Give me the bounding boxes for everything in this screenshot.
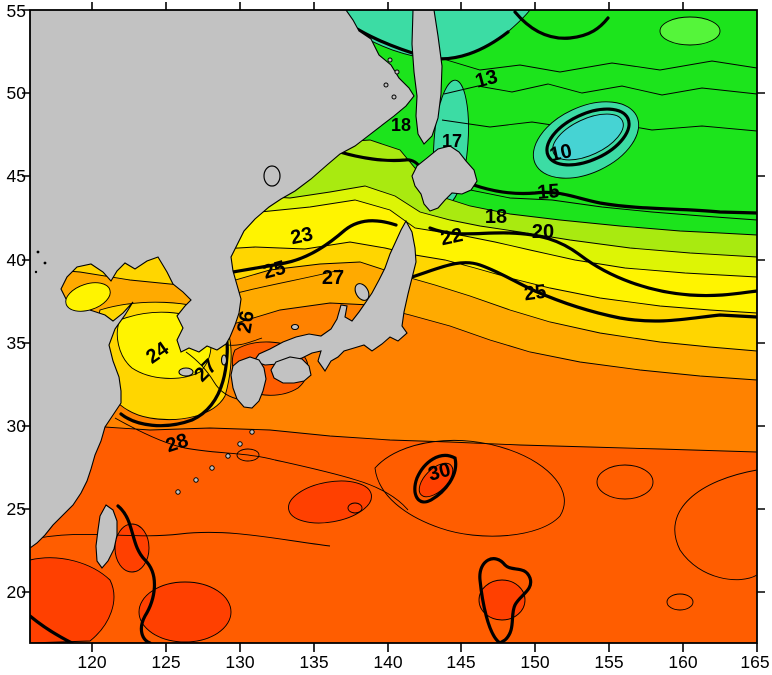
isotherm-20-bold [428,226,757,298]
y-tick-label: 55 [7,1,26,21]
bohai-sea-patch [65,282,111,312]
isotherm-30-bold-sw [30,614,74,643]
isotherm-label-22: 22 [439,224,465,250]
isotherm-25-bold-sea-of-japan [231,219,398,274]
y-tick-label: 20 [7,582,27,602]
y-tick-label: 40 [7,250,27,270]
x-axis-ticks-top [91,2,684,10]
isotherm-label-18e: 18 [485,206,507,228]
x-tick-label: 145 [446,652,475,672]
land-shikoku [270,356,312,384]
x-tick-label: 155 [594,652,623,672]
isotherm-label-25e: 25 [523,281,548,306]
contour-thin-29-loop [374,439,565,537]
isotherm-29-bold-taiwan [116,504,157,643]
contour-thin-oval-2 [347,502,363,514]
contour-thin-29-east [674,469,757,581]
land-group [30,10,478,569]
land-sado-island [354,283,370,301]
isotherm-label-17: 17 [442,131,462,151]
isotherm-30-bold-south-loop [478,557,533,643]
contour-thin-16 [435,175,757,221]
x-tick-label: 140 [373,652,402,672]
x-tick-label: 160 [668,652,697,672]
warm-patch-south-2 [288,480,372,524]
x-axis-ticks-bottom [91,643,758,652]
y-tick-label: 35 [7,333,26,353]
isotherm-label-10: 10 [548,140,574,166]
isotherm-20-bold-tatar [338,150,424,172]
contour-thin-28 [114,417,409,511]
x-axis-labels: 120 125 130 135 140 145 150 155 160 165 [77,652,769,672]
isotherm-10-bold-okhotsk [513,10,610,40]
isotherm-label-18n: 18 [391,115,411,135]
land-hokkaido [411,145,478,212]
land-tsushima-island [220,354,228,366]
land-taiwan [95,504,118,569]
sea-patch-bright-green [659,16,721,46]
inland-lake-specks [34,250,47,274]
y-tick-label: 25 [7,499,26,519]
x-tick-label: 135 [299,652,328,672]
land-sakhalin [411,10,443,145]
land-kyushu [230,356,267,409]
isotherm-label-15: 15 [536,180,560,204]
contour-thin-oval-1 [596,464,654,500]
y-axis-labels: 55 50 45 40 35 30 25 20 [7,1,27,602]
y-tick-label: 45 [7,166,26,186]
cold-eddy-cyan-core [552,113,624,161]
contour-thin-13 [443,83,757,96]
contour-thin-27-korea-strait [185,351,243,401]
x-tick-label: 125 [151,652,180,672]
y-axis-ticks-right [757,92,765,593]
isotherm-label-26: 26 [233,309,259,335]
plot-frame [29,9,758,644]
isotherm-label-20: 20 [532,221,554,243]
y-axis-ticks-left [22,9,30,593]
isotherm-label-23: 23 [289,223,315,249]
x-tick-label: 130 [225,652,254,672]
isotherm-10-bold-ring [545,107,631,167]
isotherm-25-bold-pacific [410,261,757,323]
contour-thin-oval-3 [666,593,694,611]
plot-area [30,10,757,643]
contour-thin-oval-4 [236,448,260,462]
warm-patch-sw-corner [30,557,115,643]
y-tick-label: 50 [7,83,27,103]
y-tick-label: 30 [7,416,27,436]
lake-khanka [263,165,281,187]
land-oki-island [290,323,300,331]
contour-thin-29-south [30,531,331,547]
isotherm-30-bold-ring [413,453,458,504]
isotherm-15-bold [430,160,757,215]
land-asian-mainland-korea [30,10,415,549]
x-tick-label: 150 [520,652,549,672]
land-ryukyu-arc [175,429,255,495]
land-amur-islets [383,57,400,100]
x-tick-label: 165 [740,652,769,672]
x-tick-label: 120 [77,652,106,672]
isotherm-label-group: 13 18 17 10 15 18 22 20 23 25 27 26 24 2… [142,66,574,486]
land-jeju-island [178,367,194,377]
contour-thin-12 [439,57,757,73]
warm-patch-south-1 [138,581,232,643]
isotherm-label-27: 27 [322,267,344,289]
